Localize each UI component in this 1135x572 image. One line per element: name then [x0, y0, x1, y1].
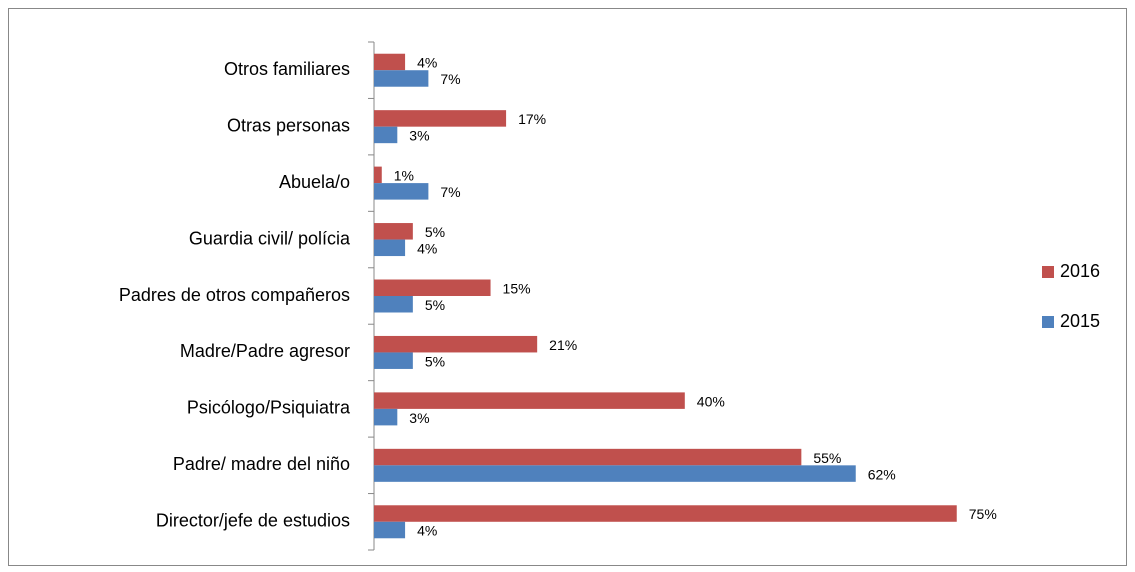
category-label: Abuela/o — [279, 172, 350, 192]
value-label: 5% — [425, 224, 445, 240]
bar — [374, 296, 413, 313]
value-label: 55% — [813, 450, 841, 466]
bar — [374, 70, 429, 87]
bar — [374, 126, 398, 144]
bar — [374, 392, 685, 409]
bar — [374, 183, 429, 200]
bar — [374, 166, 382, 184]
bar — [374, 352, 413, 369]
category-label: Otras personas — [227, 115, 350, 135]
value-label: 17% — [518, 111, 546, 127]
value-label: 62% — [868, 466, 896, 482]
category-label: Madre/Padre agresor — [180, 341, 350, 361]
category-label: Padres de otros compañeros — [119, 285, 350, 305]
value-label: 75% — [969, 506, 997, 522]
bar — [374, 448, 802, 466]
value-label: 3% — [409, 410, 429, 426]
category-label: Otros familiares — [224, 59, 350, 79]
bar — [374, 110, 507, 127]
value-label: 1% — [394, 168, 414, 184]
category-label: Padre/ madre del niño — [173, 454, 350, 474]
bar — [374, 239, 406, 257]
value-label: 4% — [417, 523, 437, 539]
value-label: 40% — [697, 393, 725, 409]
legend-swatch — [1042, 316, 1054, 328]
bar — [374, 521, 406, 539]
value-label: 7% — [440, 71, 460, 87]
legend-label: 2015 — [1060, 311, 1100, 331]
bar — [374, 465, 856, 482]
bar — [374, 408, 398, 426]
bar — [374, 505, 957, 522]
legend-label: 2016 — [1060, 261, 1100, 281]
value-label: 5% — [425, 353, 445, 369]
value-label: 4% — [417, 241, 437, 257]
category-label: Director/jefe de estudios — [156, 511, 350, 531]
bar — [374, 279, 491, 296]
value-label: 7% — [440, 184, 460, 200]
value-label: 3% — [409, 128, 429, 144]
value-label: 4% — [417, 55, 437, 71]
legend-swatch — [1042, 266, 1054, 278]
value-label: 15% — [503, 280, 531, 296]
category-label: Guardia civil/ polícia — [189, 228, 351, 248]
value-label: 21% — [549, 337, 577, 353]
bar — [374, 53, 406, 71]
bar — [374, 335, 538, 353]
bar — [374, 223, 413, 240]
value-label: 5% — [425, 297, 445, 313]
category-label: Psicólogo/Psiquiatra — [187, 398, 351, 418]
